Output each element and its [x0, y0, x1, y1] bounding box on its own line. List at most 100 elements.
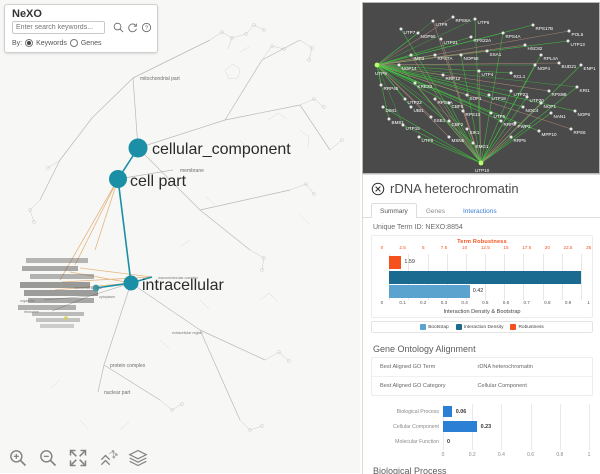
gene-node[interactable] — [509, 71, 513, 75]
gene-node[interactable] — [429, 115, 433, 119]
gene-hub-node[interactable] — [478, 160, 484, 166]
gene-node[interactable] — [465, 127, 469, 131]
gene-node[interactable] — [469, 35, 473, 39]
gene-node[interactable] — [489, 111, 493, 115]
gene-node[interactable] — [447, 101, 451, 105]
gene-node[interactable] — [567, 29, 571, 33]
gene-node[interactable] — [441, 73, 445, 77]
gene-node[interactable] — [547, 89, 551, 93]
gene-label: UTP22 — [408, 100, 423, 105]
row-key: Best Aligned GO Term — [380, 364, 436, 370]
axis-tick: 1 — [587, 452, 591, 458]
axis-tick-top: 2.5 — [399, 245, 406, 250]
gene-node[interactable] — [513, 121, 517, 125]
gene-node[interactable] — [433, 97, 437, 101]
graph-node-cellular-component[interactable] — [128, 138, 148, 158]
search-by-row[interactable]: By: Keywords Genes — [12, 39, 101, 47]
chart-bar — [443, 406, 452, 417]
gene-node[interactable] — [461, 109, 465, 113]
gene-node[interactable] — [387, 117, 391, 121]
graph-node-intracellular[interactable] — [123, 275, 139, 291]
gene-node[interactable] — [499, 119, 503, 123]
gene-node[interactable] — [471, 141, 475, 145]
gene-hub-node[interactable] — [374, 62, 380, 68]
gene-node[interactable] — [465, 93, 469, 97]
gene-node[interactable] — [379, 83, 383, 87]
page-title: rDNA heterochromatin — [390, 181, 519, 196]
gene-node[interactable] — [409, 53, 413, 57]
gene-node[interactable] — [451, 15, 455, 19]
gene-node[interactable] — [569, 127, 573, 131]
gene-node[interactable] — [403, 97, 407, 101]
gene-node[interactable] — [439, 37, 443, 41]
gene-node[interactable] — [447, 119, 451, 123]
detail-tabs[interactable]: Summary Genes Interactions — [363, 202, 600, 218]
tab-interactions[interactable]: Interactions — [462, 208, 497, 215]
gene-node[interactable] — [531, 23, 535, 27]
gene-node[interactable] — [509, 89, 513, 93]
gene-node[interactable] — [521, 105, 525, 109]
gene-label: RCL1 — [514, 74, 526, 79]
gene-network-panel[interactable]: UTP9 NOP56 UTP7 RPS8A UTP6 RPS17B UTP21 RPS22A R… — [362, 2, 600, 174]
gene-node[interactable] — [473, 17, 477, 21]
section-heading-go-alignment: Gene Ontology Alignment — [373, 344, 476, 354]
gene-node[interactable] — [487, 93, 491, 97]
search-panel[interactable]: NeXO ? By: Keywords Genes — [4, 4, 158, 53]
gene-node[interactable] — [431, 19, 435, 23]
search-icon[interactable] — [112, 21, 125, 34]
fit-screen-icon[interactable] — [68, 448, 88, 468]
axis-tick-bottom: 1 — [587, 300, 590, 305]
radio-keywords[interactable] — [25, 39, 34, 47]
gene-node[interactable] — [557, 61, 561, 65]
gene-node[interactable] — [409, 105, 413, 109]
radio-genes[interactable] — [69, 39, 78, 47]
gene-node[interactable] — [397, 63, 401, 67]
gene-node[interactable] — [381, 105, 385, 109]
gene-node[interactable] — [579, 63, 583, 67]
gene-node[interactable] — [537, 129, 541, 133]
help-icon[interactable]: ? — [140, 21, 153, 34]
grid-line — [589, 404, 590, 450]
gene-node[interactable] — [525, 95, 529, 99]
search-input[interactable] — [12, 21, 105, 34]
gene-node[interactable] — [477, 69, 481, 73]
gene-label: RRP45 — [384, 86, 399, 91]
ontology-graph-canvas[interactable]: mitochondrial part membrane protein comp… — [0, 0, 360, 473]
gene-node[interactable] — [539, 53, 543, 57]
gene-node[interactable] — [485, 49, 489, 53]
gene-node[interactable] — [523, 43, 527, 47]
collapse-network-icon[interactable] — [98, 448, 118, 468]
gene-node[interactable] — [399, 27, 403, 31]
gene-network-canvas[interactable]: UTP9 NOP56 UTP7 RPS8A UTP6 RPS17B UTP21 RPS22A R… — [363, 3, 599, 173]
chart-plot-area: 1.59 0.42 — [380, 254, 584, 300]
graph-toolbar[interactable] — [0, 443, 360, 473]
gene-node[interactable] — [575, 85, 579, 89]
layers-icon[interactable] — [128, 448, 148, 468]
refresh-icon[interactable] — [126, 21, 139, 34]
gene-node[interactable] — [459, 53, 463, 57]
gene-node[interactable] — [539, 101, 543, 105]
gene-label: UTP13 — [571, 42, 586, 47]
gene-node[interactable] — [573, 109, 577, 113]
tab-summary[interactable]: Summary — [371, 203, 417, 218]
gene-node[interactable] — [417, 135, 421, 139]
gene-label: SOF1 — [470, 96, 482, 101]
graph-node-cell-part[interactable] — [109, 170, 127, 188]
gene-node[interactable] — [566, 39, 570, 43]
close-icon[interactable] — [371, 182, 385, 196]
zoom-in-icon[interactable] — [8, 448, 28, 468]
gene-node[interactable] — [401, 123, 405, 127]
gene-node[interactable] — [447, 135, 451, 139]
gene-node[interactable] — [509, 135, 513, 139]
gene-node[interactable] — [433, 53, 437, 57]
gene-node[interactable] — [413, 81, 417, 85]
gene-node[interactable] — [533, 63, 537, 67]
zoom-out-icon[interactable] — [38, 448, 58, 468]
gene-node[interactable] — [416, 31, 420, 35]
tab-genes[interactable]: Genes — [425, 208, 445, 215]
gene-label: SIK1 — [470, 130, 480, 135]
gene-node[interactable] — [549, 111, 553, 115]
ontology-graph-panel[interactable]: mitochondrial part membrane protein comp… — [0, 0, 360, 473]
gene-node[interactable] — [501, 31, 505, 35]
gene-label: RPS4A — [506, 34, 522, 39]
